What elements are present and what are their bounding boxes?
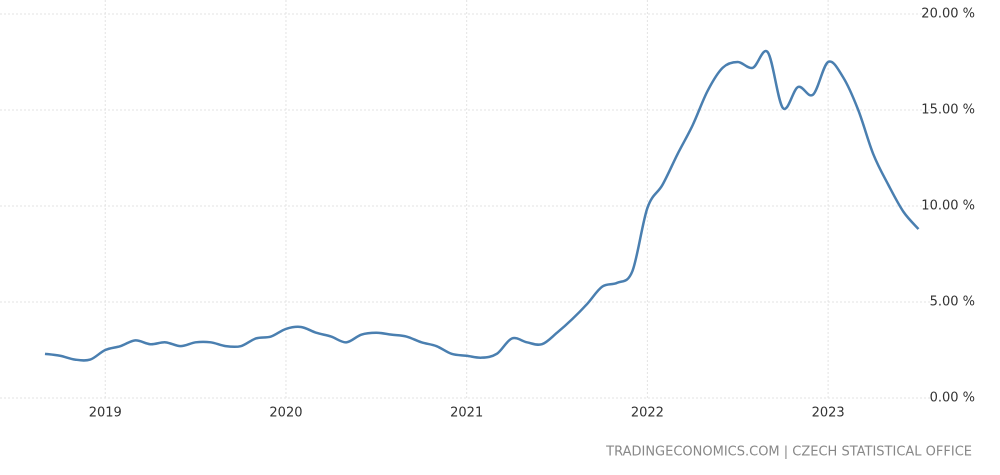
y-tick-label: 0.00 % xyxy=(930,391,975,406)
x-tick-label: 2019 xyxy=(89,406,122,421)
x-tick-label: 2023 xyxy=(812,406,845,421)
y-tick-label: 15.00 % xyxy=(921,103,975,118)
x-tick-label: 2020 xyxy=(269,406,302,421)
y-tick-label: 10.00 % xyxy=(921,199,975,214)
data-line xyxy=(44,49,920,362)
x-tick-label: 2022 xyxy=(631,406,664,421)
y-tick-label: 20.00 % xyxy=(921,7,975,22)
x-tick-label: 2021 xyxy=(450,406,483,421)
source: TRADINGECONOMICS.COM | CZECH STATISTICAL… xyxy=(605,445,972,460)
y-tick-label: 5.00 % xyxy=(930,295,975,310)
